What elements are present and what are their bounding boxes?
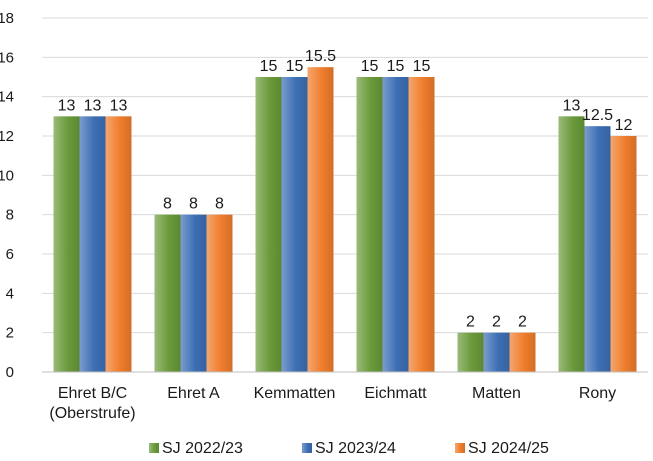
bar xyxy=(610,136,637,372)
bar xyxy=(483,332,510,372)
x-category-label: Rony xyxy=(579,385,616,402)
bar xyxy=(154,214,181,372)
x-category-label: (Oberstrufe) xyxy=(49,405,135,422)
bar xyxy=(206,214,233,372)
x-category-label: Ehret B/C xyxy=(58,385,127,402)
x-category-label: Eichmatt xyxy=(364,385,427,402)
y-tick-label: 8 xyxy=(6,207,14,224)
bar xyxy=(255,77,282,372)
y-axis-tick-labels: 0 2 4 6 8 10 12 14 16 18 xyxy=(0,10,14,381)
bars xyxy=(53,67,637,373)
y-tick-label: 0 xyxy=(6,364,14,381)
bar xyxy=(584,126,611,373)
x-category-label: Matten xyxy=(472,385,521,402)
y-tick-label: 10 xyxy=(0,167,14,184)
data-label: 15 xyxy=(260,58,278,75)
y-tick-label: 6 xyxy=(6,246,14,263)
y-tick-label: 18 xyxy=(0,10,14,27)
bar xyxy=(558,116,585,372)
data-label: 2 xyxy=(518,314,527,331)
bar xyxy=(105,116,132,372)
data-label: 15 xyxy=(387,58,405,75)
data-label: 15 xyxy=(286,58,304,75)
y-tick-label: 14 xyxy=(0,89,14,106)
legend-label: SJ 2024/25 xyxy=(468,440,549,457)
gridlines xyxy=(42,17,648,334)
x-axis-category-labels: Ehret B/C (Oberstrufe) Ehret A Kemmatten Eic… xyxy=(49,385,616,422)
legend: SJ 2022/23 SJ 2023/24 SJ 2024/25 xyxy=(149,440,549,457)
data-label: 13 xyxy=(110,97,128,114)
data-label: 15.5 xyxy=(305,48,336,65)
data-label: 2 xyxy=(492,314,501,331)
data-label: 12.5 xyxy=(582,107,613,124)
bar xyxy=(79,116,106,372)
legend-swatch xyxy=(149,443,159,453)
y-tick-label: 16 xyxy=(0,49,14,66)
bar xyxy=(281,77,308,372)
data-label: 13 xyxy=(58,97,76,114)
bar xyxy=(408,77,435,372)
bar xyxy=(382,77,409,372)
bar xyxy=(509,332,536,372)
legend-swatch xyxy=(302,443,312,453)
y-tick-label: 2 xyxy=(6,325,14,342)
x-category-label: Kemmatten xyxy=(254,385,336,402)
bar xyxy=(457,332,484,372)
y-tick-label: 4 xyxy=(6,285,14,302)
bar xyxy=(180,214,207,372)
data-label: 2 xyxy=(466,314,475,331)
data-label: 15 xyxy=(413,58,431,75)
legend-label: SJ 2023/24 xyxy=(315,440,396,457)
data-label: 13 xyxy=(563,97,581,114)
data-label: 8 xyxy=(189,196,198,213)
data-label: 8 xyxy=(163,196,172,213)
x-category-label: Ehret A xyxy=(167,385,220,402)
data-label: 13 xyxy=(84,97,102,114)
bar xyxy=(307,67,334,373)
bar xyxy=(53,116,80,372)
data-label: 15 xyxy=(361,58,379,75)
data-label: 8 xyxy=(215,196,224,213)
y-tick-label: 12 xyxy=(0,128,14,145)
legend-swatch xyxy=(455,443,465,453)
legend-label: SJ 2022/23 xyxy=(162,440,243,457)
data-label: 12 xyxy=(615,117,633,134)
bar xyxy=(356,77,383,372)
